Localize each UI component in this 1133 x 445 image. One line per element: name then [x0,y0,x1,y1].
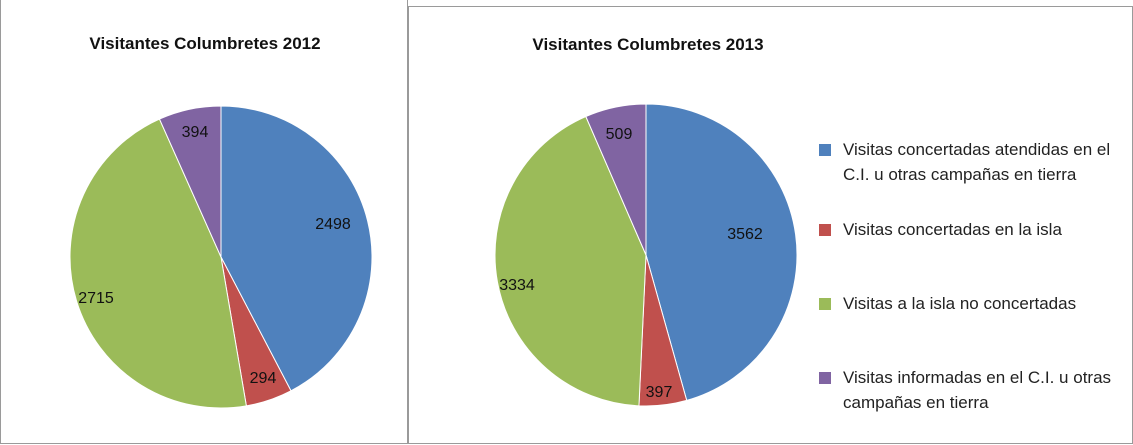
chart-title-2012: Visitantes Columbretes 2012 [89,34,321,53]
pie-chart-2012: 2498 294 2715 394 [69,105,373,409]
pie-slice-no-concertadas [494,115,647,407]
legend-swatch-green [819,298,831,310]
legend-label: Visitas concertadas en la isla [843,220,1062,239]
pie-chart-2013: 3562 397 3334 509 [494,103,798,407]
legend-label: Visitas informadas en el C.I. u otras ca… [843,368,1112,412]
data-label-concertadas-isla: 397 [646,384,673,401]
pie-slice-informadas-ci [158,105,222,258]
pie-slice-no-concertadas [69,118,247,409]
data-label-no-concertadas: 2715 [78,290,114,307]
chart-panel-2013: Visitantes Columbretes 2013 3562 397 3334 5… [408,6,1133,444]
chart-title-2013: Visitantes Columbretes 2013 [532,35,764,54]
legend-swatch-blue [819,144,831,156]
data-label-concertadas-ci: 3562 [727,226,763,243]
chart-panel-2012: Visitantes Columbretes 2012 2498 294 2715 3… [0,0,408,444]
data-label-no-concertadas: 3334 [499,277,535,294]
data-label-concertadas-ci: 2498 [315,216,351,233]
pie-slice-concertadas-ci [645,103,798,402]
legend-label: Visitas concertadas atendidas en el C.I.… [843,140,1111,184]
pie-slice-informadas-ci [585,103,647,256]
legend-swatch-red [819,224,831,236]
pie-slice-concertadas-ci [220,105,373,392]
legend-label: Visitas a la isla no concertadas [843,294,1077,313]
data-label-informadas-ci: 394 [182,124,209,141]
legend-swatch-purple [819,372,831,384]
data-label-concertadas-isla: 294 [250,370,277,387]
data-label-informadas-ci: 509 [606,126,633,143]
